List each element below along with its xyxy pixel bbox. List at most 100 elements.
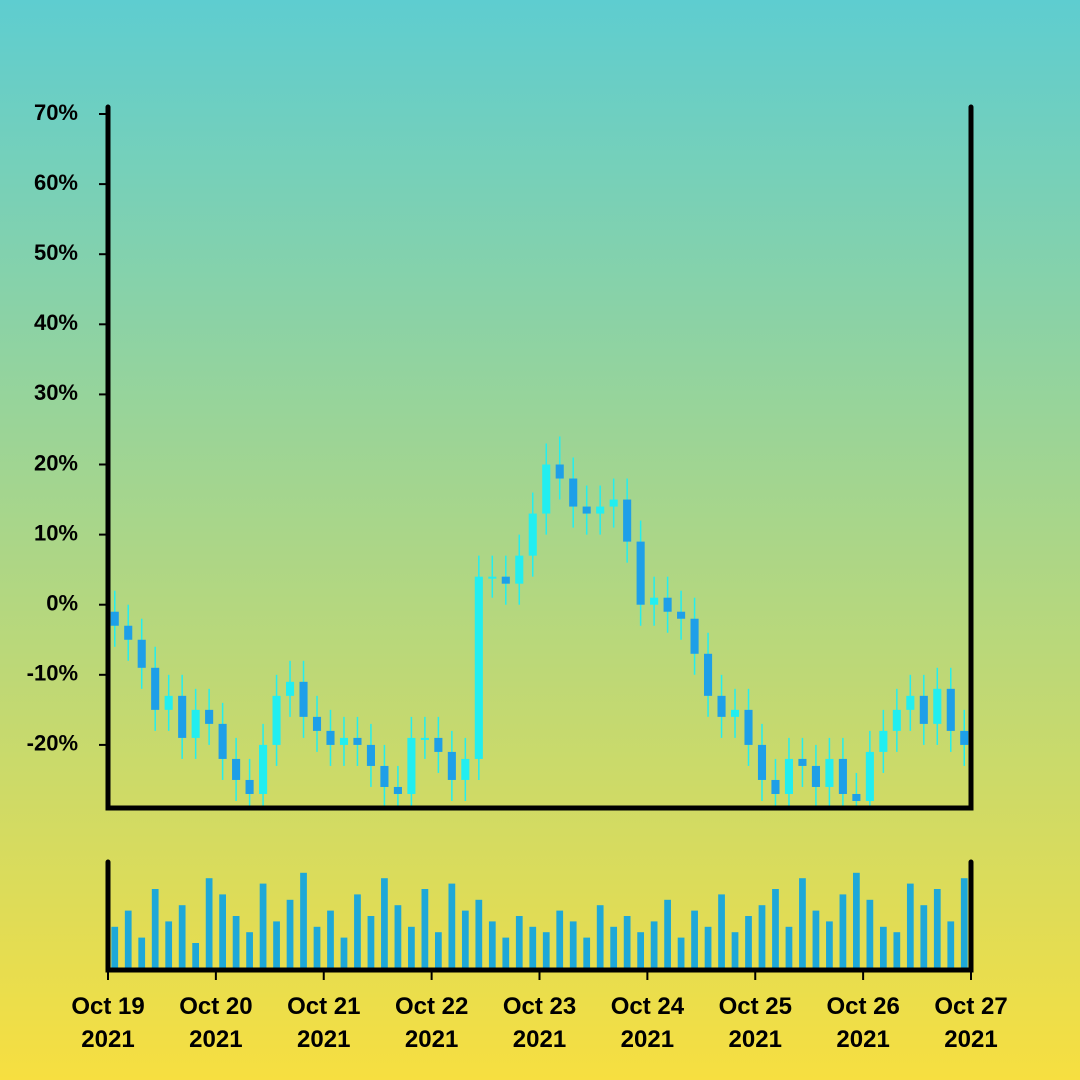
volume-bar <box>947 921 955 970</box>
volume-bar <box>488 921 496 970</box>
volume-bar <box>812 910 820 970</box>
volume-bar <box>367 916 375 970</box>
y-tick-label: -20% <box>27 731 78 756</box>
candle-body <box>960 730 969 745</box>
candle-body <box>838 758 847 794</box>
volume-bar <box>583 937 591 970</box>
candle-body <box>946 688 955 731</box>
volume-bar <box>313 926 321 970</box>
volume-bar <box>879 926 887 970</box>
candle-body <box>623 499 632 542</box>
volume-bar <box>933 889 941 970</box>
y-tick-label: 60% <box>34 170 78 195</box>
candle-body <box>906 695 915 710</box>
candle-body <box>461 758 470 780</box>
candle-body <box>178 695 187 738</box>
volume-bar <box>273 921 280 970</box>
candle-body <box>339 737 349 745</box>
volume-bar <box>259 883 267 970</box>
volume-bar <box>906 883 914 970</box>
volume-bar <box>839 894 847 970</box>
candle-body <box>704 653 713 696</box>
candle-body <box>393 786 402 794</box>
candle-body <box>259 744 268 794</box>
volume-bar <box>650 921 658 970</box>
volume-bar <box>556 910 564 970</box>
volume-bar <box>515 916 523 970</box>
volume-bar <box>165 921 173 970</box>
candle-body <box>205 709 214 724</box>
x-tick-label: Oct 25 2021 <box>718 993 792 1053</box>
candle-body <box>596 506 605 514</box>
volume-bar <box>124 910 132 970</box>
volume-bar <box>138 937 146 970</box>
y-tick-label: 30% <box>34 380 78 405</box>
candle-body <box>110 611 119 626</box>
volume-bar <box>394 905 402 970</box>
candle-body <box>730 709 740 717</box>
volume-bar <box>893 932 901 970</box>
y-tick-label: 0% <box>46 591 78 616</box>
candle-body <box>677 611 686 619</box>
volume-bar <box>327 910 334 970</box>
volume-bar <box>731 932 739 970</box>
candle-body <box>218 723 227 759</box>
candle-body <box>582 506 591 514</box>
volume-bar <box>758 905 766 970</box>
candle-body <box>865 751 874 801</box>
x-tick-label: Oct 26 2021 <box>826 993 900 1053</box>
volume-bar <box>772 889 779 970</box>
candle-body <box>555 464 564 479</box>
candle-body <box>744 709 753 745</box>
candle-body <box>312 716 322 731</box>
candle-body <box>366 744 375 766</box>
candle-body <box>285 681 295 696</box>
candle-body <box>501 576 510 584</box>
volume-bar <box>381 878 388 970</box>
x-tick-label: Oct 27 2021 <box>934 993 1008 1053</box>
volume-bar <box>502 937 510 970</box>
candle-body <box>892 709 901 731</box>
candle-body <box>717 695 726 717</box>
candle-body <box>690 618 699 654</box>
volume-bar <box>205 878 213 970</box>
candle-body <box>245 779 254 794</box>
candle-body <box>191 709 200 738</box>
candle-body <box>124 625 133 640</box>
x-tick-label: Oct 19 2021 <box>71 993 145 1053</box>
y-tick-label: 10% <box>34 520 78 545</box>
volume-bar <box>354 894 361 970</box>
volume-bar <box>461 910 469 970</box>
candle-body <box>636 541 645 605</box>
volume-bar <box>529 926 537 970</box>
candle-body <box>825 758 834 787</box>
volume-bar <box>799 878 806 970</box>
volume-bar <box>448 883 456 970</box>
volume-bar <box>920 905 928 970</box>
candle-body <box>852 793 861 801</box>
volume-bar <box>785 926 793 970</box>
candle-body <box>407 737 416 794</box>
x-tick-label: Oct 24 2021 <box>610 993 685 1053</box>
volume-bar <box>434 932 442 970</box>
candle-body <box>798 758 807 766</box>
volume-bar <box>704 926 712 970</box>
volume-bar <box>111 926 119 970</box>
x-tick-label: Oct 23 2021 <box>502 993 577 1053</box>
volume-bar <box>569 921 577 970</box>
y-tick-label: 70% <box>34 100 78 125</box>
volume-bar <box>664 899 671 970</box>
volume-bar <box>826 921 833 970</box>
volume-bar <box>866 899 874 970</box>
volume-bar <box>300 872 307 970</box>
x-tick-label: Oct 20 2021 <box>179 993 253 1053</box>
volume-bar <box>960 878 968 970</box>
volume-bar <box>192 943 200 970</box>
candle-body <box>663 597 672 612</box>
volume-bar <box>610 926 618 970</box>
candle-body <box>933 688 942 724</box>
candle-body <box>151 667 160 710</box>
volume-bar <box>637 932 645 970</box>
volume-bar <box>677 937 685 970</box>
